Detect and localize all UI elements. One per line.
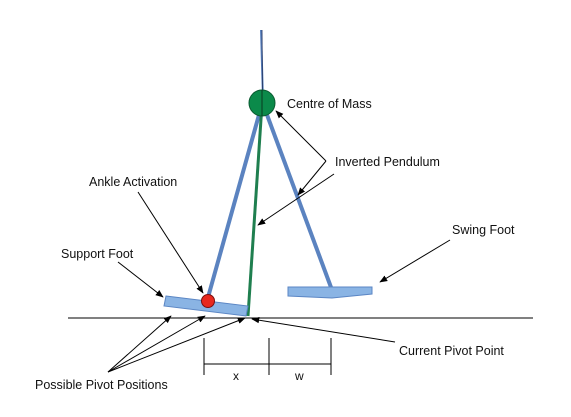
arrow-current-pivot-point [251, 316, 396, 343]
arrow-pendulum-to-green-line [257, 173, 335, 226]
label-inverted-pendulum: Inverted Pendulum [335, 155, 440, 169]
label-x: x [233, 369, 239, 383]
arrow-pivot-position-1 [107, 315, 172, 373]
label-support-foot: Support Foot [61, 247, 134, 261]
inverted-pendulum-line [246, 103, 264, 317]
support-leg [205, 103, 264, 302]
arrow-centre-of-mass [275, 110, 327, 162]
label-centre-of-mass: Centre of Mass [287, 97, 372, 111]
vertical-axis-line-inner [261, 29, 263, 101]
ankle-activation-dot [201, 294, 215, 308]
arrow-swing-foot [379, 239, 451, 283]
label-swing-foot: Swing Foot [452, 223, 515, 237]
arrow-pivot-position-2 [107, 315, 206, 373]
label-w: w [294, 369, 304, 383]
swing-foot [287, 286, 373, 299]
label-ankle-activation: Ankle Activation [89, 175, 177, 189]
swing-leg [261, 103, 334, 291]
arrow-pivot-position-3 [107, 317, 246, 373]
arrow-support-foot [117, 261, 164, 298]
label-possible-pivot-positions: Possible Pivot Positions [35, 378, 168, 392]
arrow-pendulum-to-swing-leg [297, 160, 327, 196]
label-current-pivot-point: Current Pivot Point [399, 344, 504, 358]
arrow-ankle-activation [137, 191, 204, 294]
